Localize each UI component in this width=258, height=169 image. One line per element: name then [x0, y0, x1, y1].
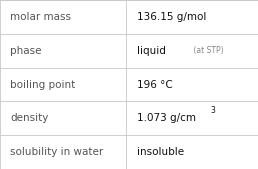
- Text: liquid: liquid: [137, 46, 166, 56]
- Text: 196 °C: 196 °C: [137, 79, 173, 90]
- Text: 3: 3: [210, 106, 215, 115]
- Text: 136.15 g/mol: 136.15 g/mol: [137, 12, 206, 22]
- Text: (at STP): (at STP): [191, 46, 223, 55]
- Text: solubility in water: solubility in water: [10, 147, 103, 157]
- Text: molar mass: molar mass: [10, 12, 71, 22]
- Text: insoluble: insoluble: [137, 147, 184, 157]
- Text: phase: phase: [10, 46, 42, 56]
- Text: boiling point: boiling point: [10, 79, 75, 90]
- Text: 1.073 g/cm: 1.073 g/cm: [137, 113, 196, 123]
- Text: density: density: [10, 113, 49, 123]
